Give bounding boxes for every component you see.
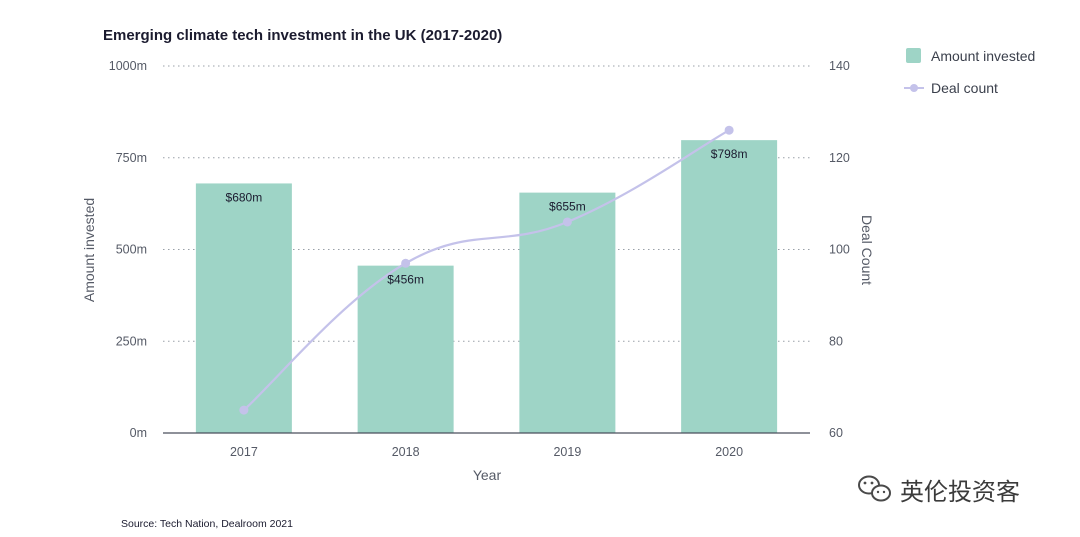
deal-count-point-2018 xyxy=(401,258,411,268)
y2-tick-label: 100 xyxy=(829,243,850,257)
source-note: Source: Tech Nation, Dealroom 2021 xyxy=(121,518,293,530)
deal-count-series xyxy=(239,125,734,415)
bar-value-label: $655m xyxy=(549,200,586,214)
x-tick-label: 2019 xyxy=(553,445,581,459)
watermark-text: 英伦投资客 xyxy=(900,478,1020,506)
x-tick-label: 2018 xyxy=(392,445,420,459)
bar-value-label: $456m xyxy=(387,273,424,287)
bar-value-label: $798m xyxy=(711,147,748,161)
x-tick-label: 2020 xyxy=(715,445,743,459)
y-tick-label: 250m xyxy=(116,334,147,348)
y-tick-label: 500m xyxy=(116,243,147,257)
y-tick-label: 0m xyxy=(130,426,147,440)
legend: Amount invested Deal count xyxy=(904,48,1035,96)
legend-swatch-amount xyxy=(906,48,921,63)
y2-tick-label: 120 xyxy=(829,151,850,165)
y2-tick-label: 60 xyxy=(829,426,843,440)
bar-2019 xyxy=(519,192,616,433)
watermark: 英伦投资客 xyxy=(858,475,1020,506)
data-labels: $680m $456m $655m $798m xyxy=(226,147,748,287)
x-axis-ticks: 2017 2018 2019 2020 xyxy=(230,445,743,459)
wechat-icon xyxy=(858,475,891,502)
bar-2018 xyxy=(357,265,454,433)
deal-count-line xyxy=(243,129,730,411)
deal-count-point-2017 xyxy=(239,405,249,415)
left-axis-ticks: 0m 250m 500m 750m 1000m xyxy=(109,59,147,440)
x-axis-label: Year xyxy=(473,467,502,483)
deal-count-point-2020 xyxy=(724,125,734,135)
x-tick-label: 2017 xyxy=(230,445,258,459)
deal-count-point-2019 xyxy=(562,217,572,227)
y2-tick-label: 140 xyxy=(829,59,850,73)
bar-2017 xyxy=(195,183,292,433)
chart-title: Emerging climate tech investment in the … xyxy=(103,27,502,44)
bar-value-label: $680m xyxy=(226,190,263,204)
y2-tick-label: 80 xyxy=(829,334,843,348)
bar-2020 xyxy=(681,140,778,433)
y-axis-label: Amount invested xyxy=(81,198,97,302)
y-tick-label: 1000m xyxy=(109,59,147,73)
y-tick-label: 750m xyxy=(116,151,147,165)
legend-label-amount: Amount invested xyxy=(931,48,1035,64)
bars xyxy=(195,140,778,433)
legend-marker-deal xyxy=(910,84,918,92)
right-axis-ticks: 60 80 100 120 140 xyxy=(829,59,850,440)
y2-axis-label: Deal Count xyxy=(859,215,875,285)
legend-label-deal: Deal count xyxy=(931,80,998,96)
